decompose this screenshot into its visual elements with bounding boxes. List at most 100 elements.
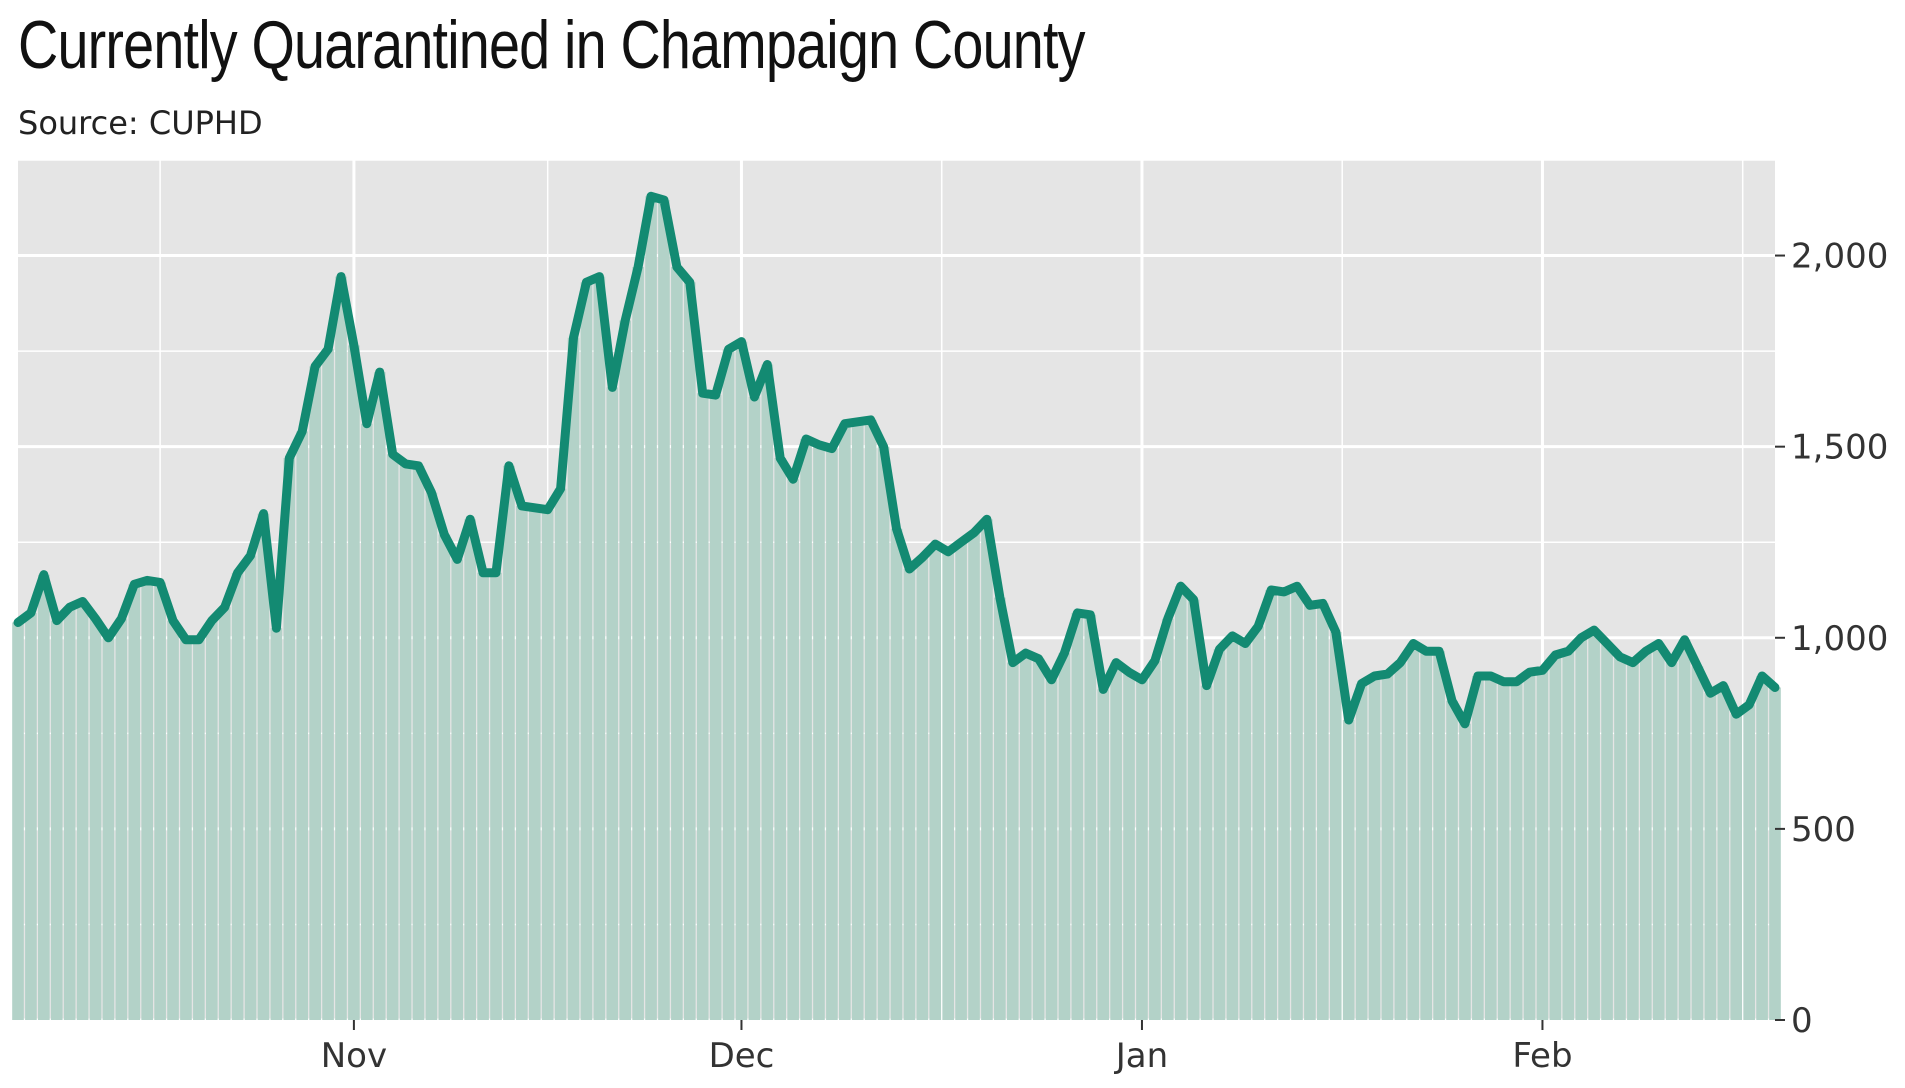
area-bar xyxy=(1265,590,1277,1020)
area-bar xyxy=(425,492,438,1020)
area-bar xyxy=(1446,700,1458,1020)
area-bar xyxy=(1226,635,1239,1020)
area-bar xyxy=(567,337,580,1020)
area-bar xyxy=(1704,693,1717,1020)
area-bar xyxy=(1200,685,1213,1020)
area-bar xyxy=(1730,714,1743,1020)
area-bar xyxy=(735,341,748,1021)
area-bar xyxy=(1640,651,1652,1020)
chart-subtitle: Source: CUPHD xyxy=(18,104,263,142)
area-bar xyxy=(528,507,541,1020)
area-bar xyxy=(1601,643,1613,1020)
area-bar xyxy=(115,618,128,1020)
area-bar xyxy=(903,569,916,1020)
area-bar xyxy=(361,423,373,1020)
area-bar xyxy=(1536,670,1549,1020)
area-bar xyxy=(1329,632,1342,1020)
area-bar xyxy=(63,607,76,1020)
daily-bars xyxy=(12,196,1781,1021)
area-bar xyxy=(658,200,670,1021)
area-bar xyxy=(916,557,929,1020)
area-bar xyxy=(645,196,657,1021)
area-bar xyxy=(1213,649,1226,1020)
area-bar xyxy=(813,444,825,1020)
area-bar xyxy=(1652,643,1665,1020)
area-bar xyxy=(322,349,334,1020)
area-bar xyxy=(748,397,761,1020)
area-bar xyxy=(1523,672,1536,1020)
area-bar xyxy=(438,534,451,1020)
area-bar xyxy=(787,479,799,1020)
area-bar xyxy=(244,555,257,1020)
area-bar xyxy=(1187,599,1200,1020)
y-tick-label: 1,500 xyxy=(1791,428,1888,468)
series-line xyxy=(13,191,1780,729)
area-bar xyxy=(373,372,386,1021)
area-bar xyxy=(399,463,412,1020)
y-axis: 0 500 1,000 1,500 2,000 xyxy=(1775,237,1888,1041)
area-bar xyxy=(1497,681,1510,1020)
area-bar xyxy=(167,620,179,1020)
area-bar xyxy=(102,637,115,1020)
area-bar xyxy=(1291,586,1303,1020)
area-bar xyxy=(193,639,205,1020)
chart-title: Currently Quarantined in Champaign Count… xyxy=(18,7,1086,83)
x-axis: Nov Dec Jan Feb xyxy=(321,1020,1573,1076)
area-bar xyxy=(1627,662,1639,1020)
area-bar xyxy=(1161,618,1174,1020)
area-bar xyxy=(1045,679,1058,1020)
area-bar xyxy=(593,276,606,1021)
area-bar xyxy=(296,431,309,1020)
area-bar xyxy=(283,458,296,1021)
area-bar xyxy=(1459,723,1471,1020)
area-bar xyxy=(464,519,476,1020)
area-bar xyxy=(1110,662,1122,1020)
y-tick-label: 2,000 xyxy=(1791,237,1888,277)
area-bar xyxy=(1342,720,1355,1020)
area-bar xyxy=(1394,662,1407,1020)
area-bar xyxy=(154,582,166,1020)
area-bar xyxy=(1717,685,1730,1020)
area-bar xyxy=(451,559,464,1020)
area-bar xyxy=(503,465,515,1020)
area-bar xyxy=(606,387,619,1020)
area-bar xyxy=(1484,676,1497,1020)
area-bar xyxy=(877,446,890,1020)
area-bar xyxy=(722,349,735,1020)
area-bar xyxy=(1588,630,1600,1020)
area-bar xyxy=(994,597,1006,1020)
area-bar xyxy=(1278,591,1290,1020)
area-bar xyxy=(1239,643,1252,1020)
area-bar xyxy=(1510,681,1523,1020)
area-bar xyxy=(50,620,63,1020)
area-bar xyxy=(580,282,593,1020)
series-line-layer xyxy=(13,191,1780,729)
area-bar xyxy=(1317,603,1329,1020)
y-tick-label: 0 xyxy=(1791,1001,1813,1041)
area-bar xyxy=(25,612,37,1020)
area-bar xyxy=(632,267,644,1020)
area-bar xyxy=(1562,651,1575,1020)
area-bar xyxy=(386,454,399,1020)
area-bar xyxy=(205,620,218,1020)
area-bar xyxy=(1472,676,1484,1020)
area-bar xyxy=(257,513,270,1020)
area-bar xyxy=(1032,658,1045,1020)
area-bar xyxy=(348,345,360,1020)
area-bar xyxy=(270,628,283,1020)
y-tick-label: 500 xyxy=(1791,810,1856,850)
area-bar xyxy=(981,519,993,1020)
area-bar xyxy=(180,639,192,1020)
area-bar xyxy=(516,505,528,1020)
area-bar xyxy=(89,618,102,1020)
area-bar xyxy=(1678,639,1691,1020)
area-bar xyxy=(826,448,838,1021)
area-bar xyxy=(12,622,24,1020)
area-bar xyxy=(309,366,321,1020)
x-tick-label: Feb xyxy=(1512,1036,1572,1076)
area-bar xyxy=(1381,674,1394,1020)
area-bar xyxy=(696,393,709,1020)
area-bar xyxy=(774,458,787,1021)
area-bar xyxy=(1019,653,1032,1020)
